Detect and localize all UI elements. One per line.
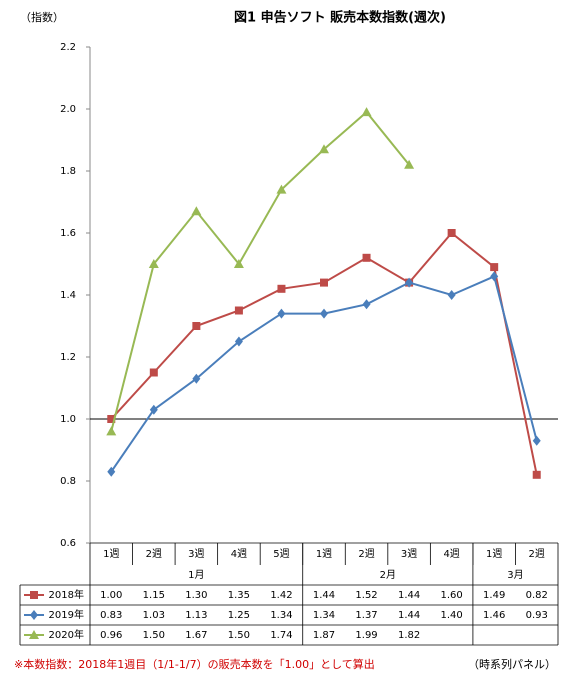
chart-title: 図1 申告ソフト 販売本数指数(週次) (234, 10, 446, 26)
table-value: 1.42 (270, 590, 292, 601)
table-value: 1.50 (228, 630, 250, 641)
data-point (490, 271, 499, 282)
x-tick-label: 1週 (316, 548, 332, 560)
table-value: 1.87 (313, 630, 335, 641)
data-point (532, 435, 541, 446)
table-value: 1.37 (355, 610, 377, 621)
table-value: 1.44 (398, 610, 420, 621)
data-point (405, 277, 414, 288)
table-value: 1.00 (100, 590, 122, 601)
y-tick-label: 1.2 (60, 352, 76, 363)
table-value: 1.30 (185, 590, 207, 601)
series-line (110, 231, 538, 476)
legend-label: 2019年 (49, 608, 84, 621)
x-tick-label: 2週 (146, 548, 162, 560)
table-value: 1.34 (313, 610, 335, 621)
data-point (106, 426, 117, 436)
footnote: ※本数指数：2018年1週目（1/1-1/7）の販売本数を「1.00」として算出 (14, 657, 375, 671)
data-point (107, 466, 116, 477)
table-value: 0.96 (100, 630, 122, 641)
data-point (234, 306, 243, 315)
month-label: 1月 (188, 569, 204, 581)
data-point (234, 336, 243, 347)
y-tick-label: 2.2 (60, 42, 76, 53)
y-tick-label: 1.4 (60, 290, 76, 301)
data-point (320, 278, 328, 287)
data-point (532, 470, 541, 479)
data-point (191, 206, 202, 216)
table-value: 1.52 (355, 590, 377, 601)
y-tick-label: 0.8 (60, 476, 76, 487)
data-point (362, 253, 371, 262)
table-value: 1.40 (441, 610, 463, 621)
series-line (110, 110, 410, 432)
data-point (276, 184, 287, 194)
x-tick-label: 2週 (529, 548, 545, 560)
legend-marker (30, 591, 38, 599)
data-point (447, 290, 456, 300)
data-point (361, 107, 372, 117)
x-tick-label: 1週 (103, 548, 119, 560)
table-value: 1.60 (441, 590, 463, 601)
y-tick-label: 1.0 (60, 414, 76, 425)
table-value: 1.74 (270, 630, 292, 641)
series-line (110, 275, 538, 473)
data-point (404, 159, 415, 169)
data-point (490, 263, 499, 272)
data-point (319, 144, 329, 154)
x-tick-label: 3週 (188, 548, 204, 560)
data-point (277, 284, 286, 293)
x-tick-label: 4週 (231, 548, 247, 560)
data-point (447, 229, 456, 237)
legend-marker (29, 630, 39, 639)
table-value: 1.13 (185, 610, 207, 621)
data-point (277, 308, 286, 319)
y-tick-label: 0.6 (60, 538, 76, 549)
data-point (149, 368, 158, 377)
table-value: 1.35 (228, 590, 250, 601)
y-tick-label: 1.6 (60, 228, 76, 239)
data-point (107, 415, 116, 423)
data-point (320, 308, 328, 319)
table-value: 0.83 (100, 610, 122, 621)
month-label: 3月 (507, 569, 523, 581)
x-tick-label: 2週 (358, 548, 374, 560)
table-value: 1.03 (143, 610, 165, 621)
data-point (149, 404, 158, 415)
table-value: 1.15 (143, 590, 165, 601)
table-value: 1.25 (228, 610, 250, 621)
table-value: 1.50 (143, 630, 165, 641)
data-point (362, 299, 371, 310)
x-tick-label: 5週 (273, 548, 289, 560)
data-point (148, 259, 159, 268)
x-tick-label: 4週 (443, 548, 459, 560)
legend-label: 2020年 (49, 628, 84, 641)
table-value: 1.44 (313, 590, 335, 601)
legend-marker (30, 610, 38, 620)
source-note: （時系列パネル） (468, 657, 556, 671)
data-point (192, 373, 201, 384)
table-value: 1.67 (185, 630, 207, 641)
table-value: 1.44 (398, 590, 420, 601)
legend-label: 2018年 (49, 588, 84, 601)
data-point (192, 322, 201, 330)
x-tick-label: 1週 (486, 548, 502, 560)
table-value: 1.46 (483, 610, 505, 621)
y-axis-label: （指数） (20, 10, 64, 24)
data-point (233, 259, 244, 268)
table-value: 1.34 (270, 610, 292, 621)
y-tick-label: 2.0 (60, 104, 76, 115)
table-value: 0.82 (526, 590, 548, 601)
table-value: 1.49 (483, 590, 505, 601)
y-tick-label: 1.8 (60, 166, 76, 177)
month-label: 2月 (380, 569, 396, 581)
table-value: 1.82 (398, 630, 420, 641)
table-value: 1.99 (355, 630, 377, 641)
x-tick-label: 3週 (401, 548, 417, 560)
table-value: 0.93 (526, 610, 548, 621)
